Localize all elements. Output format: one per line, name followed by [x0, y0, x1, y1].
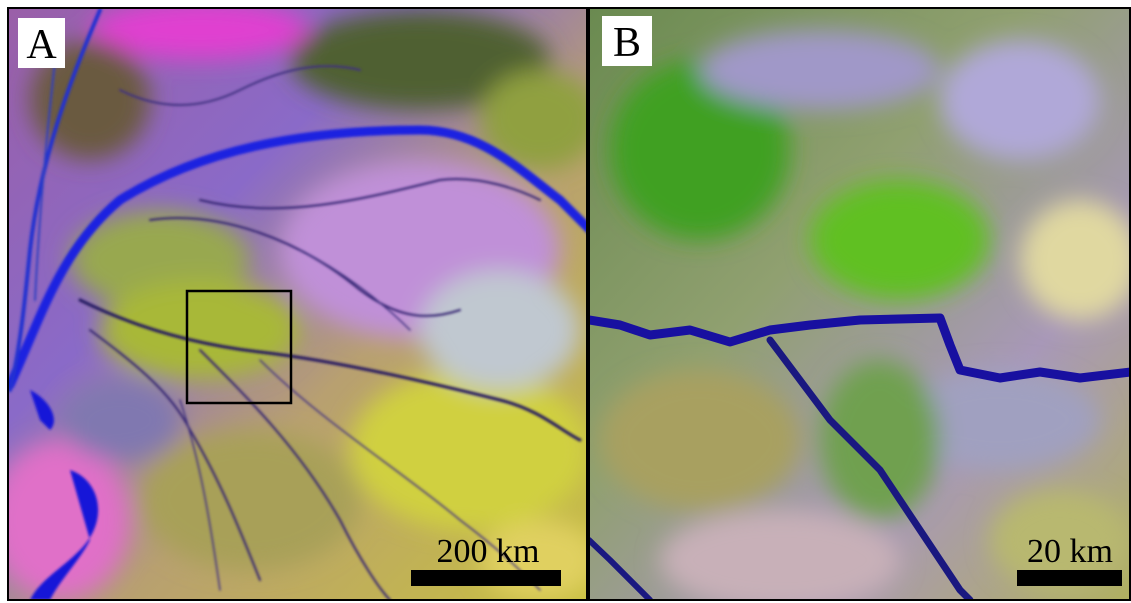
panel-b-image: [589, 8, 1131, 603]
scale-bar: [411, 570, 561, 586]
scale-label: 200 km: [437, 533, 540, 570]
panel-a-image: [0, 0, 600, 600]
figure: A B 200 km 20 km: [0, 0, 1131, 603]
scale-bar: [1017, 570, 1122, 586]
panel-label: A: [26, 22, 57, 68]
panel-label: B: [613, 20, 641, 66]
scale-label: 20 km: [1027, 533, 1113, 570]
